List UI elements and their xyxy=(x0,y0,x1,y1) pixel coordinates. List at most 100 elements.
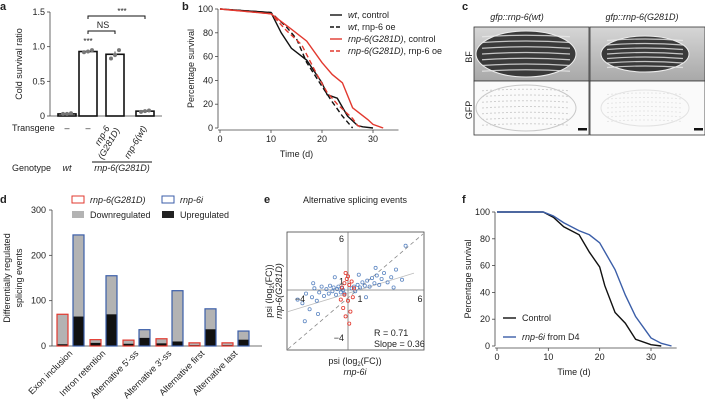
a-transgene-label: Transgene xyxy=(12,123,55,133)
c-gfp-stripe xyxy=(606,115,684,118)
e-point-rnai xyxy=(362,283,367,288)
a-sig-long: *** xyxy=(117,7,126,16)
e-point-rnai xyxy=(336,284,341,289)
c-gfp-stripe xyxy=(606,106,684,109)
d-legend-swatch-up xyxy=(162,211,174,218)
f-y-tick-label: 100 xyxy=(475,207,490,217)
f-legend-control: Control xyxy=(522,313,551,323)
f-x-tick-label: 0 xyxy=(494,352,499,362)
e-point-mut xyxy=(345,274,350,279)
a-data-point xyxy=(82,50,86,55)
e-point-rnai xyxy=(315,311,320,316)
d-bar-outline xyxy=(171,290,184,347)
b-legend-entry: wt, control xyxy=(348,10,389,20)
c-embryo-stripe xyxy=(606,56,684,60)
a-data-point xyxy=(90,48,94,53)
e-point-rnai xyxy=(369,276,374,281)
d-bar-upregulated xyxy=(123,343,134,346)
e-point-rnai xyxy=(357,285,362,290)
e-y-label-sub: 2 xyxy=(270,285,276,289)
e-stat-slope: Slope = 0.36 xyxy=(374,339,425,349)
e-x-axis-label: psi (log2(FC)) xyxy=(328,356,381,368)
d-bar-outline xyxy=(105,275,118,347)
a-genotype-wt: wt xyxy=(63,163,72,173)
b-legend-treatment: , rnp-6 oe xyxy=(357,22,396,32)
a-bar xyxy=(105,53,125,117)
d-bar-outline xyxy=(56,313,69,347)
d-y-tick-label: 200 xyxy=(31,250,46,260)
c-embryo-stripe xyxy=(606,47,684,51)
b-legend-entry: rnp-6(G281D), control xyxy=(348,34,436,44)
b-legend-entry: rnp-6(G281D), rnp-6 oe xyxy=(348,46,442,56)
d-bar-downregulated xyxy=(189,342,200,346)
e-point-rnai xyxy=(363,295,368,300)
d-y-tick-label: 300 xyxy=(31,205,46,215)
d-bar-outline xyxy=(237,330,250,347)
b-legend-treatment: , control xyxy=(404,34,436,44)
a-data-point xyxy=(113,52,117,57)
c-gfp-stripe xyxy=(481,111,571,115)
a-data-point xyxy=(117,48,121,53)
a-data-point xyxy=(109,56,113,61)
d-bar-downregulated xyxy=(172,290,183,342)
e-y-tick-label: 6 xyxy=(339,234,344,244)
b-y-axis-label: Percentage survival xyxy=(186,29,196,108)
e-point-mut xyxy=(343,314,348,319)
f-x-axis-label: Time (d) xyxy=(557,367,590,377)
a-y-axis-label: Cold survival ratio xyxy=(14,28,24,100)
e-point-mut xyxy=(347,282,352,287)
d-legend-rnai: rnp-6i xyxy=(180,195,204,205)
d-bar-downregulated xyxy=(139,329,150,338)
a-transgene-1: – xyxy=(85,123,90,133)
c-gfp-signal xyxy=(475,84,577,132)
e-point-mut xyxy=(347,321,352,326)
c-scale-bar xyxy=(694,128,703,131)
d-bar-downregulated xyxy=(57,314,68,345)
e-point-rnai xyxy=(307,307,312,312)
c-gfp-stripe xyxy=(481,117,571,120)
c-embryo-stripe xyxy=(481,51,571,55)
b-legend-genotype: wt xyxy=(348,10,357,20)
e-point-rnai xyxy=(330,289,335,294)
c-col-header-wt: gfp::rnp-6(wt) xyxy=(490,12,544,22)
a-y-tick-label: 0.5 xyxy=(32,76,45,86)
b-legend-entry: wt, rnp-6 oe xyxy=(348,22,396,32)
e-point-rnai xyxy=(317,290,322,295)
d-bar-outline xyxy=(221,342,234,347)
c-embryo-stripe xyxy=(481,34,571,38)
e-point-rnai xyxy=(367,284,372,289)
e-point-rnai xyxy=(379,276,384,281)
e-point-rnai xyxy=(295,297,300,302)
a-y-tick-label: 1.5 xyxy=(32,7,45,17)
e-point-mut xyxy=(350,295,355,300)
d-bar-downregulated xyxy=(222,342,233,346)
f-y-tick-label: 0 xyxy=(485,341,490,351)
f-y-tick-label: 20 xyxy=(480,314,490,324)
a-data-point xyxy=(147,108,151,113)
e-point-mut xyxy=(342,292,347,297)
f-y-tick-label: 80 xyxy=(480,234,490,244)
e-point-rnai xyxy=(389,275,394,280)
e-point-mut xyxy=(338,297,343,302)
d-bar-downregulated xyxy=(238,331,249,340)
c-embryo-stripe xyxy=(481,46,571,49)
c-worm-embryo xyxy=(600,35,690,73)
c-embryo-stripe xyxy=(606,51,684,55)
c-gfp-stripe xyxy=(481,123,571,126)
d-bar-upregulated xyxy=(172,341,183,346)
e-point-rnai xyxy=(300,301,305,306)
d-bar-downregulated xyxy=(90,339,101,343)
c-gfp-signal xyxy=(600,89,690,127)
c-gfp-stripe xyxy=(481,106,571,109)
panel-label-d: d xyxy=(0,194,7,206)
e-point-mut xyxy=(342,281,347,286)
b-y-tick-label: 80 xyxy=(203,28,213,38)
e-point-rnai xyxy=(372,281,377,286)
e-y-tick-label: 1 xyxy=(339,277,344,287)
c-worm-embryo xyxy=(475,30,577,78)
panel-label-e: e xyxy=(264,194,270,206)
a-data-point xyxy=(143,109,147,114)
b-x-tick-label: 0 xyxy=(217,134,222,144)
